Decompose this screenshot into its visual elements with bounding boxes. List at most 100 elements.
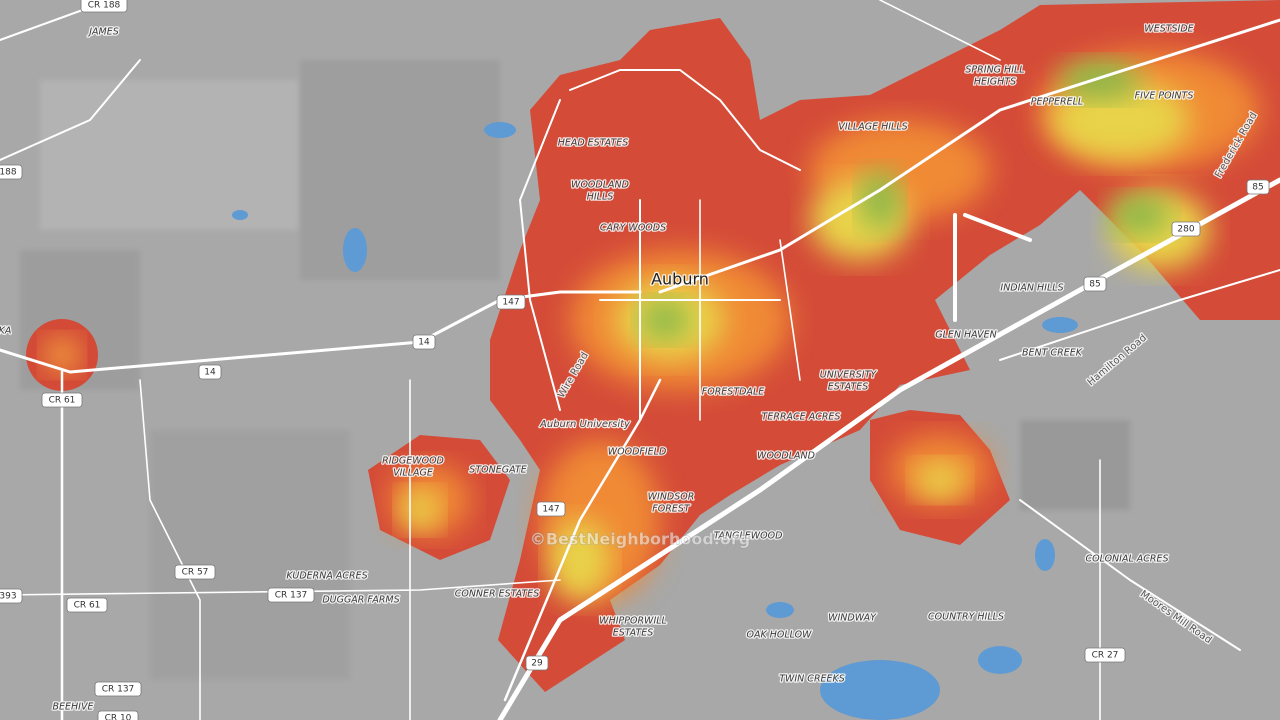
heat-level (400, 490, 440, 530)
road (879, 0, 1001, 61)
land-patch (40, 80, 300, 230)
shield-label: 29 (531, 659, 543, 669)
road-shield (267, 587, 315, 603)
road-shield (1083, 276, 1107, 292)
place-label: HEIGHTS (974, 77, 1016, 88)
place-label: TANGLEWOOD (714, 531, 783, 542)
heatmap (26, 0, 1280, 692)
heat-level (1110, 195, 1170, 235)
road-shield (0, 164, 23, 180)
place-label: FIVE POINTS (1135, 91, 1194, 102)
road (999, 269, 1280, 361)
land (20, 60, 1130, 720)
place-label: FORESTDALE (702, 387, 765, 398)
place-label: BENT CREEK (1022, 348, 1083, 359)
road-shield (94, 681, 142, 697)
shield-label: 147 (502, 298, 519, 308)
road-shield (66, 597, 108, 613)
shield-label: 280 (1177, 225, 1194, 235)
land-patch (300, 60, 500, 280)
shield-label: CR 137 (275, 591, 308, 601)
shield-label: 85 (1089, 280, 1100, 290)
water (766, 602, 794, 618)
shield-label: 14 (204, 368, 216, 378)
shield-label: 14 (418, 338, 430, 348)
land-patch (150, 430, 350, 680)
place-label: FOREST (652, 504, 691, 515)
place-label: KA (0, 326, 11, 337)
place-label: CARY WOODS (600, 223, 666, 234)
place-label: WHIPPORWILL (599, 616, 667, 627)
shield-label: CR 188 (88, 1, 121, 11)
water (1035, 539, 1055, 571)
road-shield (496, 294, 526, 310)
shield-label: 147 (542, 505, 559, 515)
place-label: ESTATES (613, 628, 654, 639)
land-patch (1020, 420, 1130, 510)
place-label: WOODLAND (571, 180, 629, 191)
place-label: COUNTRY HILLS (928, 612, 1004, 623)
water (978, 646, 1022, 674)
place-label: SPRING HILL (965, 65, 1024, 76)
watermark: ©BestNeighborhood.org (530, 530, 750, 549)
place-label: DUGGAR FARMS (322, 595, 399, 606)
place-label: CONNER ESTATES (455, 589, 540, 600)
water (232, 210, 248, 220)
place-label: WOODLAND (757, 451, 815, 462)
shield-label: CR 10 (105, 714, 132, 720)
road-shield (41, 392, 83, 408)
place-label: WOODFIELD (608, 447, 667, 458)
campus-label: Auburn University (539, 419, 631, 430)
shield-label: CR 57 (182, 568, 209, 578)
place-label: HEAD ESTATES (558, 138, 629, 149)
place-label: COLONIAL ACRES (1085, 554, 1168, 565)
place-label: WESTSIDE (1144, 24, 1193, 35)
water (1042, 317, 1078, 333)
place-label: WINDWAY (828, 613, 877, 624)
place-label: BEEHIVE (53, 702, 94, 713)
place-label: VILLAGE HILLS (838, 122, 907, 133)
shield-label: 188 (0, 168, 17, 178)
shield-label: 85 (1252, 183, 1263, 193)
shield-label: CR 27 (1092, 651, 1119, 661)
place-label: ESTATES (828, 382, 869, 393)
water (343, 228, 367, 272)
road-shield (536, 501, 566, 517)
road (0, 290, 642, 374)
heat-level (44, 337, 80, 373)
road (0, 579, 561, 596)
road (569, 69, 801, 171)
place-label: KUDERNA ACRES (286, 571, 367, 582)
city-label: Auburn (651, 270, 709, 289)
place-label: OAK HOLLOW (746, 630, 812, 641)
road-shield (1171, 221, 1201, 237)
place-label: RIDGEWOOD (382, 456, 444, 467)
road (0, 59, 141, 161)
place-label: PEPPERELL (1031, 97, 1083, 108)
heat-level (1050, 80, 1190, 160)
road (519, 99, 561, 411)
road-shield (174, 564, 216, 580)
place-label: TERRACE ACRES (762, 412, 841, 423)
place-label: UNIVERSITY (820, 370, 878, 381)
road-shield (0, 588, 23, 604)
place-label: HILLS (587, 192, 614, 203)
place-label: JAMES (87, 27, 119, 38)
road-shield (97, 710, 139, 720)
road (497, 177, 1280, 720)
road-shield (412, 334, 436, 350)
place-label: WINDSOR (648, 492, 695, 503)
shield-label: 393 (0, 592, 17, 602)
place-label: INDIAN HILLS (1000, 283, 1063, 294)
road-shield (1246, 179, 1270, 195)
water (820, 660, 940, 720)
heat-level (550, 520, 610, 600)
road-shield (198, 364, 222, 380)
place-label: GLEN HAVEN (935, 330, 997, 341)
road-shield (80, 0, 128, 13)
road (658, 18, 1280, 294)
heat-level (915, 462, 965, 498)
place-label: VILLAGE (393, 468, 433, 479)
